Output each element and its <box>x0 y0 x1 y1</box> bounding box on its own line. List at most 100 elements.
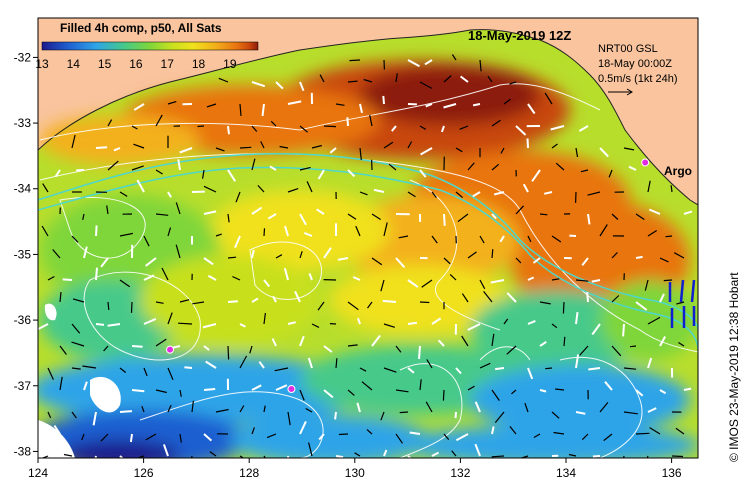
current-vector <box>207 274 217 281</box>
current-vector <box>455 191 463 199</box>
current-vector <box>380 279 385 292</box>
current-vector <box>563 336 566 347</box>
current-vector <box>284 225 289 237</box>
current-vector <box>388 163 397 171</box>
current-vector <box>509 81 517 85</box>
current-vector <box>155 301 164 304</box>
current-vector <box>491 119 501 127</box>
current-vector <box>299 251 303 259</box>
current-vector <box>635 255 643 259</box>
current-vector <box>474 443 481 457</box>
current-vector <box>71 367 81 370</box>
current-vector <box>623 147 635 151</box>
current-vector <box>509 426 517 435</box>
colorbar-tick-label: 13 <box>35 57 49 71</box>
current-vector <box>587 213 591 225</box>
sst-blobs <box>38 60 698 458</box>
current-vector <box>143 317 157 325</box>
current-vector <box>467 323 481 331</box>
current-vector <box>431 317 442 325</box>
current-vector <box>299 335 305 347</box>
current-vector <box>647 357 653 369</box>
current-vector <box>143 367 148 377</box>
current-vector <box>455 147 463 153</box>
current-vector <box>305 407 313 413</box>
current-vector <box>129 433 133 443</box>
current-vector <box>239 405 245 413</box>
current-vector <box>311 323 320 328</box>
current-vector <box>371 213 381 221</box>
current-vector <box>440 125 445 133</box>
current-vector <box>329 147 337 154</box>
current-vector <box>167 191 172 198</box>
current-vector <box>419 301 430 304</box>
current-vector <box>359 103 363 114</box>
current-vector <box>635 389 644 397</box>
current-vector <box>63 453 73 457</box>
current-vector <box>203 345 210 351</box>
current-vector <box>673 252 685 259</box>
current-vector <box>317 169 325 180</box>
current-vector <box>249 345 253 354</box>
lat-tick-label: -38 <box>14 444 32 458</box>
current-vector <box>59 376 63 391</box>
current-vector <box>551 323 558 329</box>
current-vector <box>131 345 143 348</box>
current-vector <box>307 357 313 369</box>
current-vector <box>443 257 451 265</box>
current-vector <box>107 301 110 310</box>
current-vector <box>347 80 358 83</box>
current-vector <box>599 402 609 413</box>
current-vector <box>275 254 283 259</box>
current-vector <box>457 213 469 223</box>
current-vector <box>251 427 255 435</box>
current-vector <box>635 213 645 221</box>
current-vector <box>483 291 493 303</box>
argo-floats <box>166 158 650 394</box>
current-vector <box>53 425 61 435</box>
current-vector <box>215 233 222 237</box>
coastline <box>38 29 698 206</box>
current-vector <box>303 231 313 237</box>
current-vector <box>420 147 433 156</box>
current-vector <box>54 169 61 178</box>
current-vector <box>409 431 421 435</box>
current-vector <box>551 143 558 149</box>
current-vector <box>172 345 181 349</box>
current-vector <box>155 169 163 175</box>
current-vector <box>258 361 265 369</box>
current-vector <box>261 103 265 117</box>
product-label: Filled 4h comp, p50, All Sats <box>60 21 222 35</box>
current-vector <box>179 433 182 443</box>
current-vector <box>143 235 150 247</box>
current-vector <box>263 312 266 325</box>
current-vector <box>407 191 416 198</box>
current-vector <box>263 228 266 237</box>
current-vector <box>251 384 262 391</box>
current-vector <box>271 338 277 347</box>
current-vector <box>363 78 373 83</box>
current-vector <box>367 301 373 309</box>
current-vector <box>611 252 618 259</box>
current-vector <box>591 279 601 283</box>
current-vector <box>395 389 409 393</box>
current-vector <box>678 341 685 347</box>
current-vector <box>167 367 174 381</box>
current-vector <box>167 312 173 325</box>
current-vector <box>399 411 409 414</box>
colorbar-tick-label: 14 <box>67 57 81 71</box>
current-vector <box>506 292 517 303</box>
current-vector <box>227 345 230 360</box>
current-vector <box>603 433 613 442</box>
current-vector <box>503 98 511 105</box>
current-vector <box>683 210 693 215</box>
current-vector <box>299 81 305 92</box>
current-vector <box>175 244 181 259</box>
current-vector <box>155 213 169 216</box>
current-vector <box>587 191 601 196</box>
current-vector <box>659 257 669 263</box>
current-vector <box>407 59 420 68</box>
current-vector <box>407 367 415 374</box>
current-vector <box>349 59 361 62</box>
current-vector <box>371 257 383 266</box>
